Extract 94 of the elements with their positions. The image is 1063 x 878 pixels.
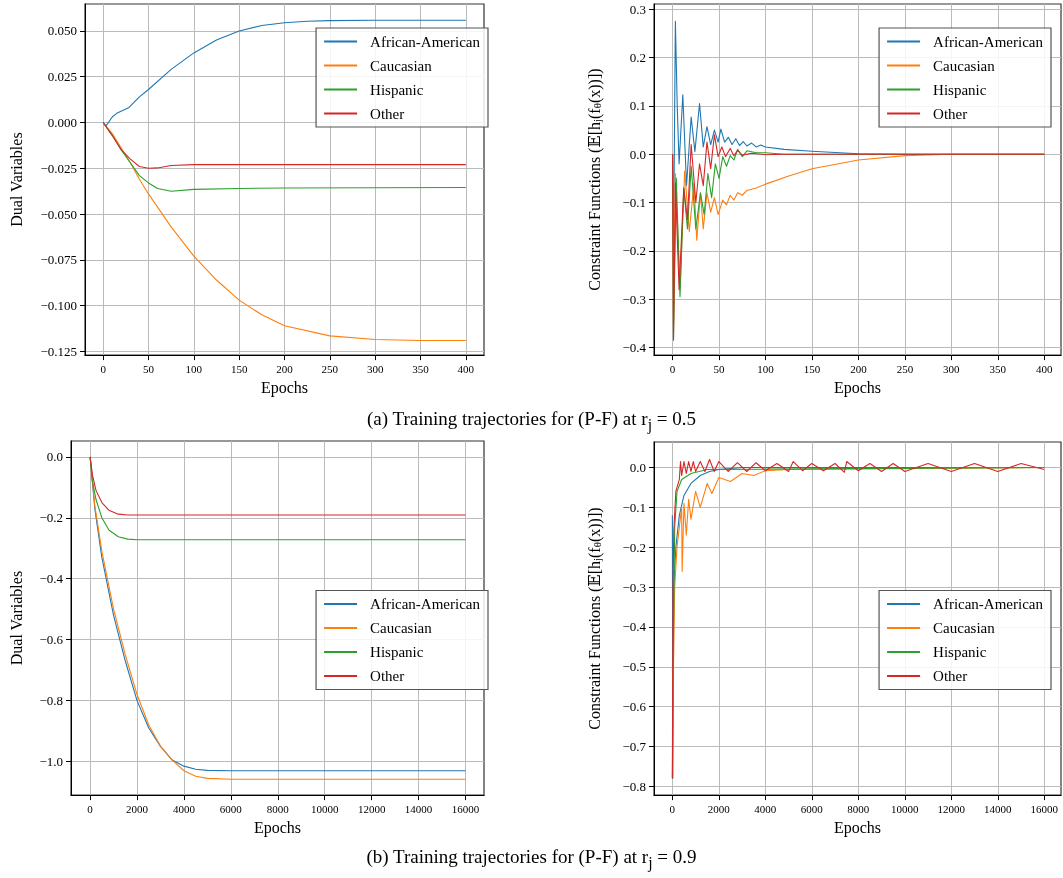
y-axis-title: Dual Variables (7, 570, 25, 666)
y-tick-label: −0.2 (39, 510, 63, 526)
x-tick-label: 0 (669, 362, 676, 375)
x-tick-label: 4000 (754, 802, 777, 815)
y-tick-label: −0.4 (622, 619, 647, 635)
line-series (102, 121, 467, 169)
y-tick-label: −0.8 (39, 693, 63, 709)
x-tick-label: 350 (989, 362, 1007, 375)
x-tick-label: 8000 (266, 802, 290, 815)
legend-label: Caucasian (933, 57, 996, 74)
y-tick-label: −0.3 (622, 291, 646, 307)
x-tick-label: 250 (321, 362, 339, 375)
legend-label: Other (933, 105, 968, 122)
y-tick-label: −0.050 (40, 206, 77, 222)
y-tick-label: 0.0 (46, 449, 63, 465)
x-tick-label: 14000 (404, 802, 433, 815)
legend-label: Hispanic (933, 81, 987, 98)
y-tick-label: 0.025 (47, 69, 77, 85)
x-tick-label: 2000 (126, 802, 149, 815)
legend-label: African-American (933, 596, 1044, 612)
legend-label: Hispanic (370, 644, 424, 660)
y-tick-label: 0.2 (629, 50, 646, 66)
y-tick-label: 0.000 (47, 115, 77, 130)
x-tick-label: 0 (100, 362, 107, 375)
legend-label: Caucasian (370, 620, 433, 636)
x-tick-label: 0 (87, 802, 94, 815)
y-tick-label: −0.025 (40, 160, 77, 176)
y-tick-label: −0.4 (622, 339, 647, 355)
x-tick-label: 6000 (800, 802, 824, 815)
line-series (102, 121, 467, 341)
y-tick-label: −0.2 (622, 243, 646, 259)
legend-label: Other (370, 105, 405, 122)
x-tick-label: 400 (457, 362, 475, 375)
y-tick-label: 0.050 (47, 23, 77, 39)
y-tick-label: −0.075 (40, 252, 77, 268)
y-tick-label: −0.8 (622, 778, 646, 794)
x-tick-label: 100 (757, 362, 775, 375)
x-tick-label: 250 (896, 362, 914, 375)
legend-label: Caucasian (933, 620, 996, 636)
x-tick-label: 200 (276, 362, 294, 375)
x-tick-label: 300 (366, 362, 384, 375)
x-axis-title: Epochs (833, 818, 882, 837)
text: (b) Training trajectories for (P-F) at r$_{j}$ = 0.9 (365, 846, 698, 872)
legend-label: African-American (370, 596, 481, 612)
y-tick-label: −0.100 (40, 298, 77, 314)
text: (a) Training trajectories for (P-F) at r$_{j}$ = 0.5 (365, 408, 698, 434)
x-tick-label: 14000 (984, 802, 1013, 815)
y-tick-label: −0.1 (622, 499, 646, 515)
x-tick-label: 350 (412, 362, 430, 375)
legend-label: Hispanic (933, 644, 987, 660)
x-tick-label: 10000 (891, 802, 920, 815)
x-axis-title: Epochs (260, 378, 309, 397)
y-tick-label: −0.6 (622, 699, 647, 715)
x-tick-label: 12000 (357, 802, 386, 815)
x-tick-label: 12000 (937, 802, 966, 815)
y-axis-title: Dual Variables (7, 132, 25, 227)
y-tick-label: −0.5 (622, 659, 646, 675)
legend-label: African-American (933, 33, 1044, 50)
y-tick-label: −0.4 (39, 571, 64, 587)
x-axis-title: Epochs (833, 378, 882, 397)
y-tick-label: −0.1 (622, 194, 646, 210)
x-tick-label: 150 (803, 362, 821, 375)
y-tick-label: −0.7 (622, 738, 647, 754)
x-tick-label: 200 (850, 362, 868, 375)
y-tick-label: −0.3 (622, 579, 646, 595)
x-tick-label: 8000 (847, 802, 870, 815)
x-tick-label: 50 (142, 362, 155, 375)
x-tick-label: 300 (943, 362, 961, 375)
line-series (89, 456, 467, 516)
x-tick-label: 10000 (310, 802, 339, 815)
legend-label: African-American (370, 33, 481, 50)
x-axis-title: Epochs (253, 818, 302, 837)
x-tick-label: 150 (230, 362, 248, 375)
y-tick-label: 0.0 (629, 146, 646, 162)
x-tick-label: 400 (1036, 362, 1054, 375)
legend-label: Other (370, 668, 405, 684)
legend-label: Other (933, 668, 968, 684)
y-tick-label: 0.1 (629, 98, 646, 114)
legend-label: Caucasian (370, 57, 433, 74)
y-tick-label: 0.0 (629, 460, 646, 476)
x-tick-label: 100 (185, 362, 203, 375)
x-tick-label: 4000 (172, 802, 196, 815)
x-tick-label: 16000 (1030, 802, 1059, 815)
x-tick-label: 6000 (219, 802, 243, 815)
x-tick-label: 0 (669, 802, 676, 815)
x-tick-label: 50 (713, 362, 726, 375)
x-tick-label: 2000 (707, 802, 731, 815)
y-tick-label: −0.125 (40, 343, 77, 359)
y-tick-label: 0.3 (629, 1, 646, 17)
y-tick-label: −0.6 (39, 632, 64, 648)
y-tick-label: −1.0 (39, 754, 63, 770)
y-tick-label: −0.2 (622, 539, 646, 555)
x-tick-label: 16000 (451, 802, 480, 815)
legend-label: Hispanic (370, 81, 424, 98)
